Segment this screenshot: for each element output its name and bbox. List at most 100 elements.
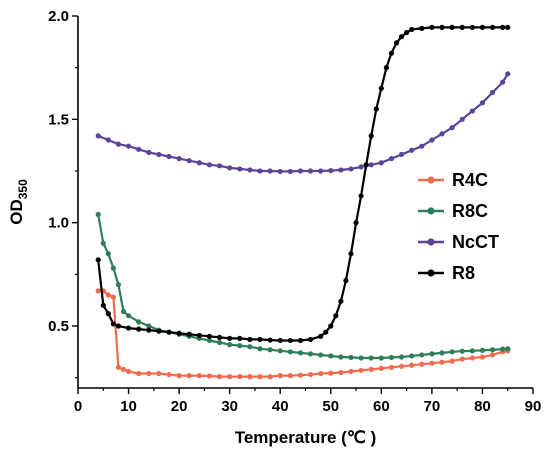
data-point bbox=[237, 374, 243, 380]
data-point bbox=[216, 163, 223, 169]
data-point bbox=[489, 89, 496, 96]
data-point bbox=[267, 168, 273, 174]
data-point bbox=[505, 24, 511, 30]
data-point bbox=[216, 339, 223, 346]
data-point bbox=[237, 335, 243, 341]
legend-label: R8 bbox=[452, 263, 475, 283]
y-tick-label: 2.0 bbox=[48, 8, 69, 25]
data-point bbox=[479, 24, 486, 30]
data-point bbox=[227, 335, 233, 341]
data-point bbox=[196, 160, 202, 166]
data-point bbox=[206, 162, 213, 168]
data-point bbox=[388, 50, 395, 56]
data-point bbox=[505, 71, 511, 77]
data-point bbox=[136, 370, 142, 377]
x-tick-label: 80 bbox=[474, 398, 491, 415]
data-point bbox=[358, 355, 364, 361]
x-tick-label: 70 bbox=[424, 398, 441, 415]
data-point bbox=[115, 323, 122, 329]
y-tick-label: 1.5 bbox=[48, 111, 69, 128]
legend-label: R4C bbox=[452, 170, 488, 190]
data-point bbox=[328, 370, 334, 376]
data-point bbox=[378, 365, 384, 371]
data-point bbox=[419, 143, 425, 149]
data-point bbox=[459, 348, 465, 354]
data-point bbox=[398, 34, 405, 40]
data-point bbox=[479, 354, 486, 360]
x-tick-label: 0 bbox=[74, 398, 82, 415]
data-point bbox=[358, 164, 364, 170]
data-point bbox=[287, 349, 293, 355]
data-point bbox=[348, 251, 354, 257]
data-point bbox=[146, 323, 152, 329]
data-point bbox=[409, 362, 415, 368]
data-point bbox=[95, 257, 101, 263]
data-point bbox=[479, 347, 486, 353]
data-point bbox=[105, 292, 111, 298]
axes-layer: 0 10 20 30 40 50 60 70 80 90 0.5 1.0 1.5 2.0 bbox=[48, 8, 541, 415]
x-tick-label: 40 bbox=[272, 398, 289, 415]
data-point bbox=[439, 359, 445, 365]
data-point bbox=[287, 373, 293, 379]
data-point bbox=[307, 168, 314, 174]
data-point bbox=[267, 337, 273, 343]
data-point bbox=[267, 347, 273, 353]
data-point bbox=[368, 355, 374, 361]
data-point bbox=[388, 156, 395, 162]
data-point bbox=[206, 337, 213, 344]
y-axis-title-main: OD bbox=[7, 199, 26, 225]
data-point bbox=[368, 133, 374, 139]
data-point bbox=[419, 352, 425, 358]
data-point bbox=[125, 368, 132, 375]
data-point bbox=[307, 336, 314, 343]
data-point bbox=[348, 368, 354, 375]
data-point bbox=[449, 349, 455, 355]
data-point bbox=[216, 334, 223, 340]
data-point bbox=[110, 321, 116, 327]
y-axis-title-subscript: 350 bbox=[16, 179, 30, 199]
data-point bbox=[469, 24, 475, 30]
data-point bbox=[95, 288, 101, 294]
data-point bbox=[409, 26, 415, 33]
data-point bbox=[247, 167, 253, 173]
data-point bbox=[277, 168, 283, 175]
data-point bbox=[227, 374, 233, 380]
data-point bbox=[353, 220, 359, 226]
data-point bbox=[363, 162, 369, 168]
data-point bbox=[368, 162, 374, 168]
data-point bbox=[297, 350, 304, 356]
data-point bbox=[469, 348, 475, 354]
data-point bbox=[287, 168, 293, 175]
data-point bbox=[429, 24, 435, 30]
legend-label: NcCT bbox=[452, 232, 499, 252]
data-point bbox=[343, 277, 349, 284]
data-point bbox=[439, 24, 445, 30]
data-point bbox=[409, 147, 415, 153]
data-point bbox=[227, 165, 233, 171]
data-point bbox=[277, 348, 283, 354]
data-point bbox=[459, 356, 465, 362]
data-point bbox=[125, 325, 132, 331]
legend-swatch-marker bbox=[427, 176, 435, 184]
x-tick-label: 10 bbox=[120, 398, 137, 415]
x-tick-label: 90 bbox=[525, 398, 542, 415]
data-point bbox=[449, 24, 455, 30]
data-point bbox=[186, 331, 192, 337]
data-point bbox=[237, 343, 243, 349]
data-point bbox=[333, 313, 339, 319]
data-point bbox=[257, 374, 263, 380]
data-point bbox=[489, 24, 496, 30]
data-point bbox=[409, 353, 415, 359]
data-point bbox=[404, 29, 410, 36]
data-point bbox=[297, 337, 304, 344]
data-point bbox=[500, 346, 506, 352]
data-point bbox=[105, 137, 111, 143]
data-point bbox=[500, 79, 506, 85]
data-point bbox=[136, 326, 142, 332]
data-point bbox=[115, 141, 122, 147]
data-point bbox=[277, 337, 283, 344]
data-point bbox=[186, 158, 192, 164]
data-point bbox=[328, 167, 334, 174]
x-tick-label: 50 bbox=[322, 398, 339, 415]
